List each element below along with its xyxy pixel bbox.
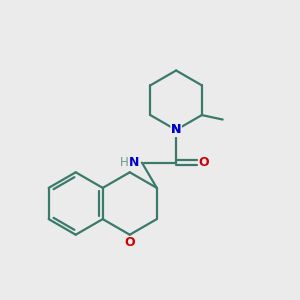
Text: N: N xyxy=(171,123,181,136)
Text: H: H xyxy=(120,155,128,169)
Text: N: N xyxy=(171,123,181,136)
Text: O: O xyxy=(198,156,209,169)
Text: N: N xyxy=(128,155,139,169)
Text: O: O xyxy=(124,236,135,249)
